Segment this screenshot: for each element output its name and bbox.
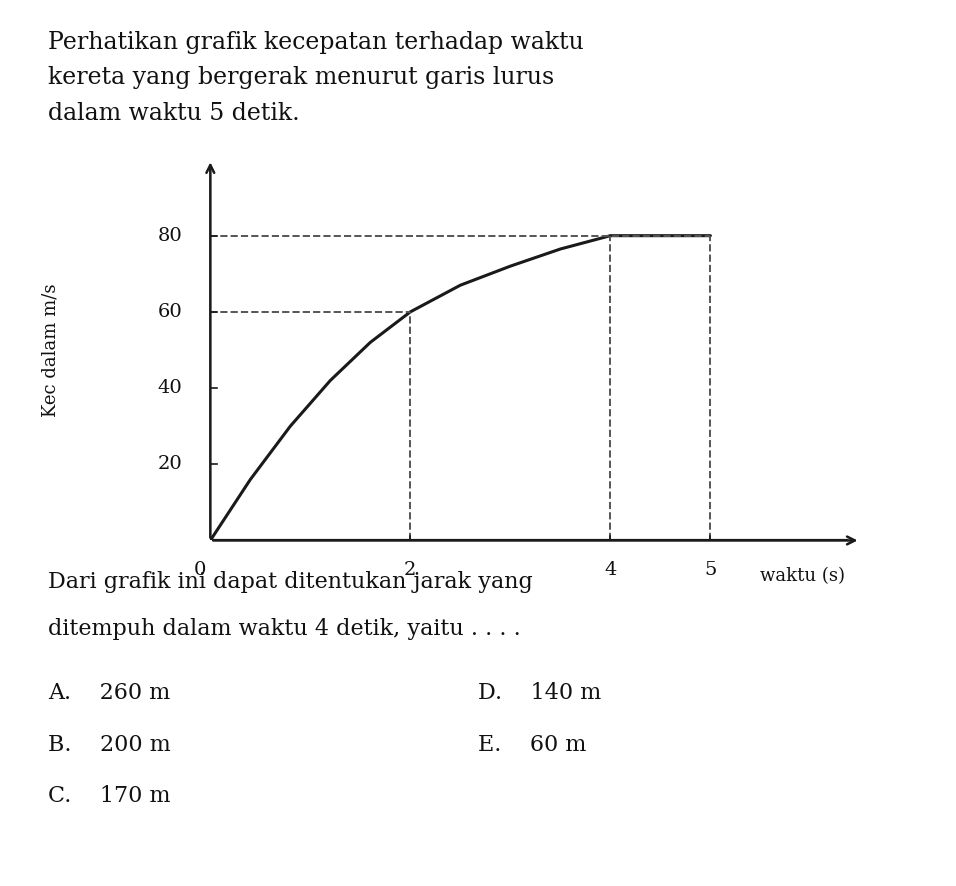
Text: kereta yang bergerak menurut garis lurus: kereta yang bergerak menurut garis lurus xyxy=(48,66,554,89)
Text: 0: 0 xyxy=(194,562,206,579)
Text: 40: 40 xyxy=(158,379,183,397)
Text: A.    260 m: A. 260 m xyxy=(48,682,170,704)
Text: C.    170 m: C. 170 m xyxy=(48,785,170,807)
Text: E.    60 m: E. 60 m xyxy=(478,734,586,756)
Text: Perhatikan grafik kecepatan terhadap waktu: Perhatikan grafik kecepatan terhadap wak… xyxy=(48,31,583,54)
Text: 80: 80 xyxy=(158,227,183,245)
Text: 20: 20 xyxy=(158,455,183,473)
Text: Dari grafik ini dapat ditentukan jarak yang: Dari grafik ini dapat ditentukan jarak y… xyxy=(48,571,532,594)
Text: 60: 60 xyxy=(158,303,183,321)
Text: 5: 5 xyxy=(705,562,717,579)
Text: waktu (s): waktu (s) xyxy=(760,567,845,585)
Text: B.    200 m: B. 200 m xyxy=(48,734,170,756)
Text: ditempuh dalam waktu 4 detik, yaitu . . . .: ditempuh dalam waktu 4 detik, yaitu . . … xyxy=(48,618,521,641)
Text: Kec dalam m/s: Kec dalam m/s xyxy=(41,284,59,416)
Text: 2: 2 xyxy=(404,562,417,579)
Text: 4: 4 xyxy=(604,562,617,579)
Text: dalam waktu 5 detik.: dalam waktu 5 detik. xyxy=(48,102,299,125)
Text: D.    140 m: D. 140 m xyxy=(478,682,601,704)
